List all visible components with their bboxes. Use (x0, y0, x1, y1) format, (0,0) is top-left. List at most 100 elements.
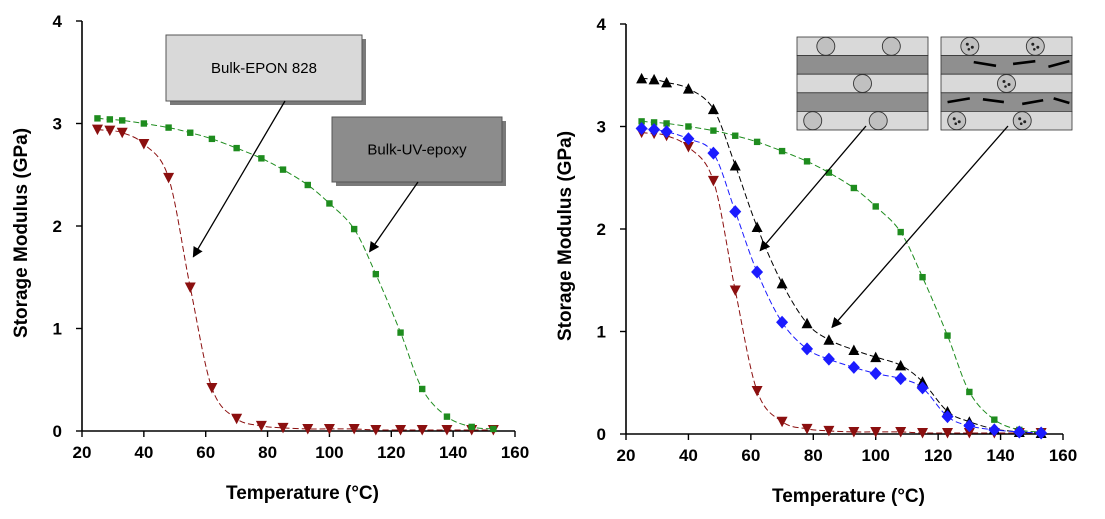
x-tick-label: 60 (196, 443, 215, 462)
chart-left: 20 40 60 80 100 120 140 160 0 1 2 3 4 Temperature (°C… (11, 12, 529, 504)
data-point (682, 132, 695, 146)
x-tick-label: 20 (73, 443, 92, 462)
data-point (963, 419, 976, 433)
data-point (636, 72, 648, 84)
arrow-to-uv-curve (369, 181, 419, 253)
data-point (395, 424, 407, 436)
data-point (116, 127, 128, 139)
data-point (416, 424, 428, 436)
flake (1021, 98, 1044, 106)
x-tick-label: 80 (258, 443, 277, 462)
particle-dot (954, 122, 958, 125)
data-point (732, 132, 739, 139)
particle (803, 111, 823, 131)
data-point (776, 315, 789, 329)
data-point (1035, 426, 1048, 440)
data-point (801, 317, 813, 329)
x-tick-label: 40 (134, 443, 153, 462)
data-point (119, 117, 126, 124)
data-point (648, 123, 661, 137)
arrow-to-blue-curve (759, 125, 867, 252)
x-tick-label: 160 (501, 443, 529, 462)
data-point (233, 144, 240, 152)
flake (982, 98, 1005, 104)
data-point (963, 427, 975, 439)
y-tick-label: 4 (597, 15, 607, 34)
callout-bulk-epon-828 (165, 34, 363, 102)
y-tick-label: 1 (597, 323, 606, 342)
particle-dot (957, 120, 961, 124)
particle (868, 111, 888, 131)
data-point (941, 410, 954, 424)
data-point (848, 426, 860, 438)
x-axis-label: Temperature (°C) (226, 483, 379, 504)
chart-right: 20 40 60 80 100 120 140 160 0 1 2 3 4 Temperature (°C… (555, 15, 1077, 507)
data-point (663, 120, 670, 127)
data-point (870, 351, 882, 363)
data-point (323, 423, 335, 435)
x-tick-label: 80 (804, 446, 823, 465)
data-point (707, 146, 720, 160)
y-axis-label: Storage Modulus (GPa) (555, 131, 576, 341)
particle-dot (952, 117, 956, 121)
x-tick-label: 160 (1049, 446, 1077, 465)
inset-schematic-particles (796, 36, 929, 131)
particle-dot (965, 42, 969, 46)
data-point (944, 332, 951, 339)
data-point (751, 221, 763, 232)
data-point (776, 416, 788, 428)
data-point (187, 129, 194, 136)
data-point (803, 158, 811, 165)
layer (796, 55, 929, 75)
y-tick-label: 1 (53, 320, 62, 339)
data-point (729, 285, 741, 296)
particle (947, 111, 967, 131)
data-point (370, 424, 382, 436)
data-point (710, 127, 717, 134)
particle (816, 36, 836, 56)
data-point (255, 420, 267, 432)
particle-dot (1019, 122, 1023, 125)
particle-dot (970, 45, 974, 49)
particle (853, 74, 872, 93)
particle-dot (967, 48, 971, 51)
data-point (419, 385, 426, 393)
data-point (966, 388, 973, 396)
data-point (660, 125, 673, 139)
flake (1053, 97, 1070, 105)
data-point (894, 372, 907, 386)
layer (940, 111, 1073, 131)
data-point (91, 124, 103, 136)
data-point (326, 200, 333, 207)
data-point (165, 124, 172, 131)
data-point (729, 159, 741, 171)
data-point (897, 228, 904, 236)
layer (940, 92, 1073, 112)
particle-dot (1004, 85, 1007, 88)
x-tick-label: 20 (617, 446, 636, 465)
data-point (106, 116, 114, 123)
series-line (641, 120, 1042, 433)
particle-dot (1036, 45, 1040, 49)
annotations: Bulk-EPON 828 Bulk-UV-epoxy (165, 34, 1073, 329)
data-point (895, 426, 907, 438)
data-point (753, 138, 761, 146)
callout-bulk-uv-epoxy-text: Bulk-UV-epoxy (367, 142, 467, 159)
data-point (348, 423, 360, 435)
particle (881, 36, 901, 56)
data-point (850, 184, 858, 192)
y-tick-label: 2 (597, 220, 606, 239)
flake (973, 60, 997, 68)
x-tick-label: 100 (315, 443, 343, 462)
data-point (648, 73, 660, 85)
data-point (184, 282, 196, 293)
data-point (895, 359, 907, 371)
data-point (350, 225, 358, 233)
particle-dot (1002, 80, 1006, 83)
data-point (304, 181, 311, 189)
arrow-to-epon-curve (192, 100, 286, 258)
data-point (778, 147, 786, 155)
data-point (682, 142, 694, 153)
series-line (641, 128, 1042, 434)
